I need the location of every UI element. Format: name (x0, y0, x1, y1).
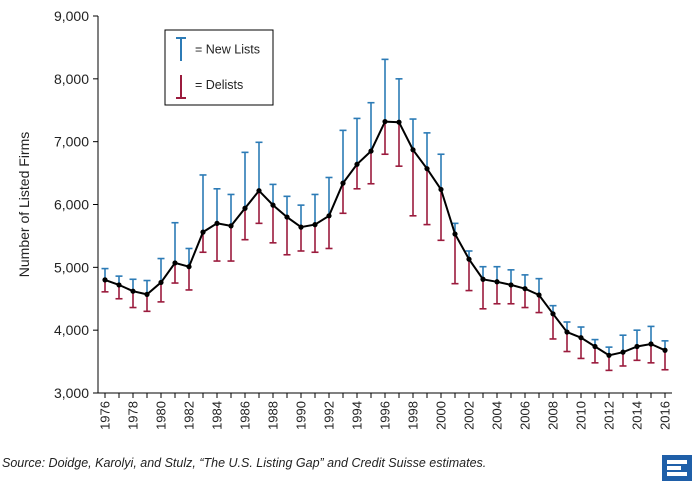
listed-firms-point (172, 260, 178, 266)
listed-firms-point (116, 282, 122, 288)
listed-firms-point (480, 276, 486, 282)
x-tick-label: 2004 (490, 401, 505, 430)
x-tick-label: 2000 (434, 401, 449, 430)
listed-firms-point (620, 349, 626, 355)
x-tick-label: 1990 (294, 401, 309, 430)
listed-firms-point (102, 277, 108, 283)
listed-firms-point (550, 311, 556, 317)
listed-firms-point (564, 329, 570, 335)
listed-firms-point (158, 279, 164, 286)
listed-firms-point (662, 347, 668, 353)
x-tick-label: 2016 (658, 401, 673, 430)
x-tick-label: 1982 (182, 401, 197, 430)
y-tick-label: 5,000 (54, 259, 89, 275)
listed-firms-point (228, 223, 234, 229)
listed-firms-line (104, 120, 666, 357)
listed-firms-point (270, 202, 276, 208)
x-tick-label: 2012 (602, 401, 617, 430)
credit-suisse-logo-icon (662, 455, 692, 481)
listed-firms-point (186, 264, 192, 270)
x-tick-label: 1998 (406, 401, 421, 430)
chart: 3,000 4,000 5,000 6,000 7,000 8,000 9,000 Numbe… (16, 8, 673, 430)
listed-firms-point (200, 229, 206, 235)
listed-firms-point (326, 213, 332, 219)
source-note: Source: Doidge, Karolyi, and Stulz, “The… (2, 456, 487, 470)
listed-firms-point (452, 231, 458, 237)
y-tick-label: 3,000 (54, 385, 89, 401)
listed-firms-point (340, 180, 346, 186)
listed-firms-point (634, 343, 640, 350)
listed-firms-point (508, 282, 514, 288)
x-tick-label: 1984 (210, 401, 225, 430)
legend-delists-marker (176, 75, 186, 99)
legend-box (164, 29, 274, 106)
listed-firms-point (242, 205, 248, 211)
x-tick-label: 2008 (546, 401, 561, 430)
y-axis-title: Number of Listed Firms (16, 132, 32, 277)
x-tick-label: 1978 (126, 401, 141, 430)
listed-firms-point (592, 343, 598, 350)
listed-firms-point (466, 256, 472, 262)
x-tick-label: 2006 (518, 401, 533, 430)
y-tick-label: 9,000 (54, 8, 89, 24)
x-tick-label: 1994 (350, 401, 365, 430)
listed-firms-point (606, 352, 612, 358)
listed-firms-point (284, 214, 290, 220)
legend-delists-label: = Delists (195, 78, 243, 92)
plot-area: 3,000 4,000 5,000 6,000 7,000 8,000 9,000 Numbe… (16, 8, 673, 430)
listed-firms-point (144, 291, 150, 297)
legend-new-lists-marker (176, 37, 186, 61)
listed-firms-point (130, 288, 136, 294)
listed-firms-point (648, 341, 654, 347)
x-tick-label: 1986 (238, 401, 253, 430)
listed-firms-point (578, 335, 584, 341)
y-tick-label: 6,000 (54, 197, 89, 213)
x-tick-label: 2002 (462, 401, 477, 430)
x-tick-label: 1980 (154, 401, 169, 430)
x-tick-label: 1992 (322, 401, 337, 430)
x-tick-label: 1976 (98, 401, 113, 430)
x-tick-label: 2014 (630, 401, 645, 430)
y-tick-label: 4,000 (54, 322, 89, 338)
listed-firms-point (424, 166, 430, 172)
listed-firms-point (312, 222, 318, 228)
listed-firms-point (382, 118, 388, 125)
listed-firms-point (298, 224, 304, 230)
listed-firms-point (256, 188, 262, 194)
listed-firms-point (410, 147, 416, 153)
x-tick-label: 1996 (378, 401, 393, 430)
listed-firms-point (214, 220, 220, 226)
listed-firms-point (354, 161, 360, 167)
listed-firms-point (494, 279, 500, 285)
listed-firms-point (522, 286, 528, 292)
listed-firms-point (536, 292, 542, 298)
x-tick-label: 2010 (574, 401, 589, 430)
listed-firms-point (368, 148, 374, 154)
listed-firms-point (396, 119, 402, 125)
listed-firms-point (438, 186, 444, 193)
x-tick-label: 1988 (266, 401, 281, 430)
legend: = New Lists = Delists (164, 29, 274, 106)
y-tick-label: 7,000 (54, 134, 89, 150)
y-tick-label: 8,000 (54, 71, 89, 87)
legend-new-lists-label: = New Lists (195, 43, 260, 57)
